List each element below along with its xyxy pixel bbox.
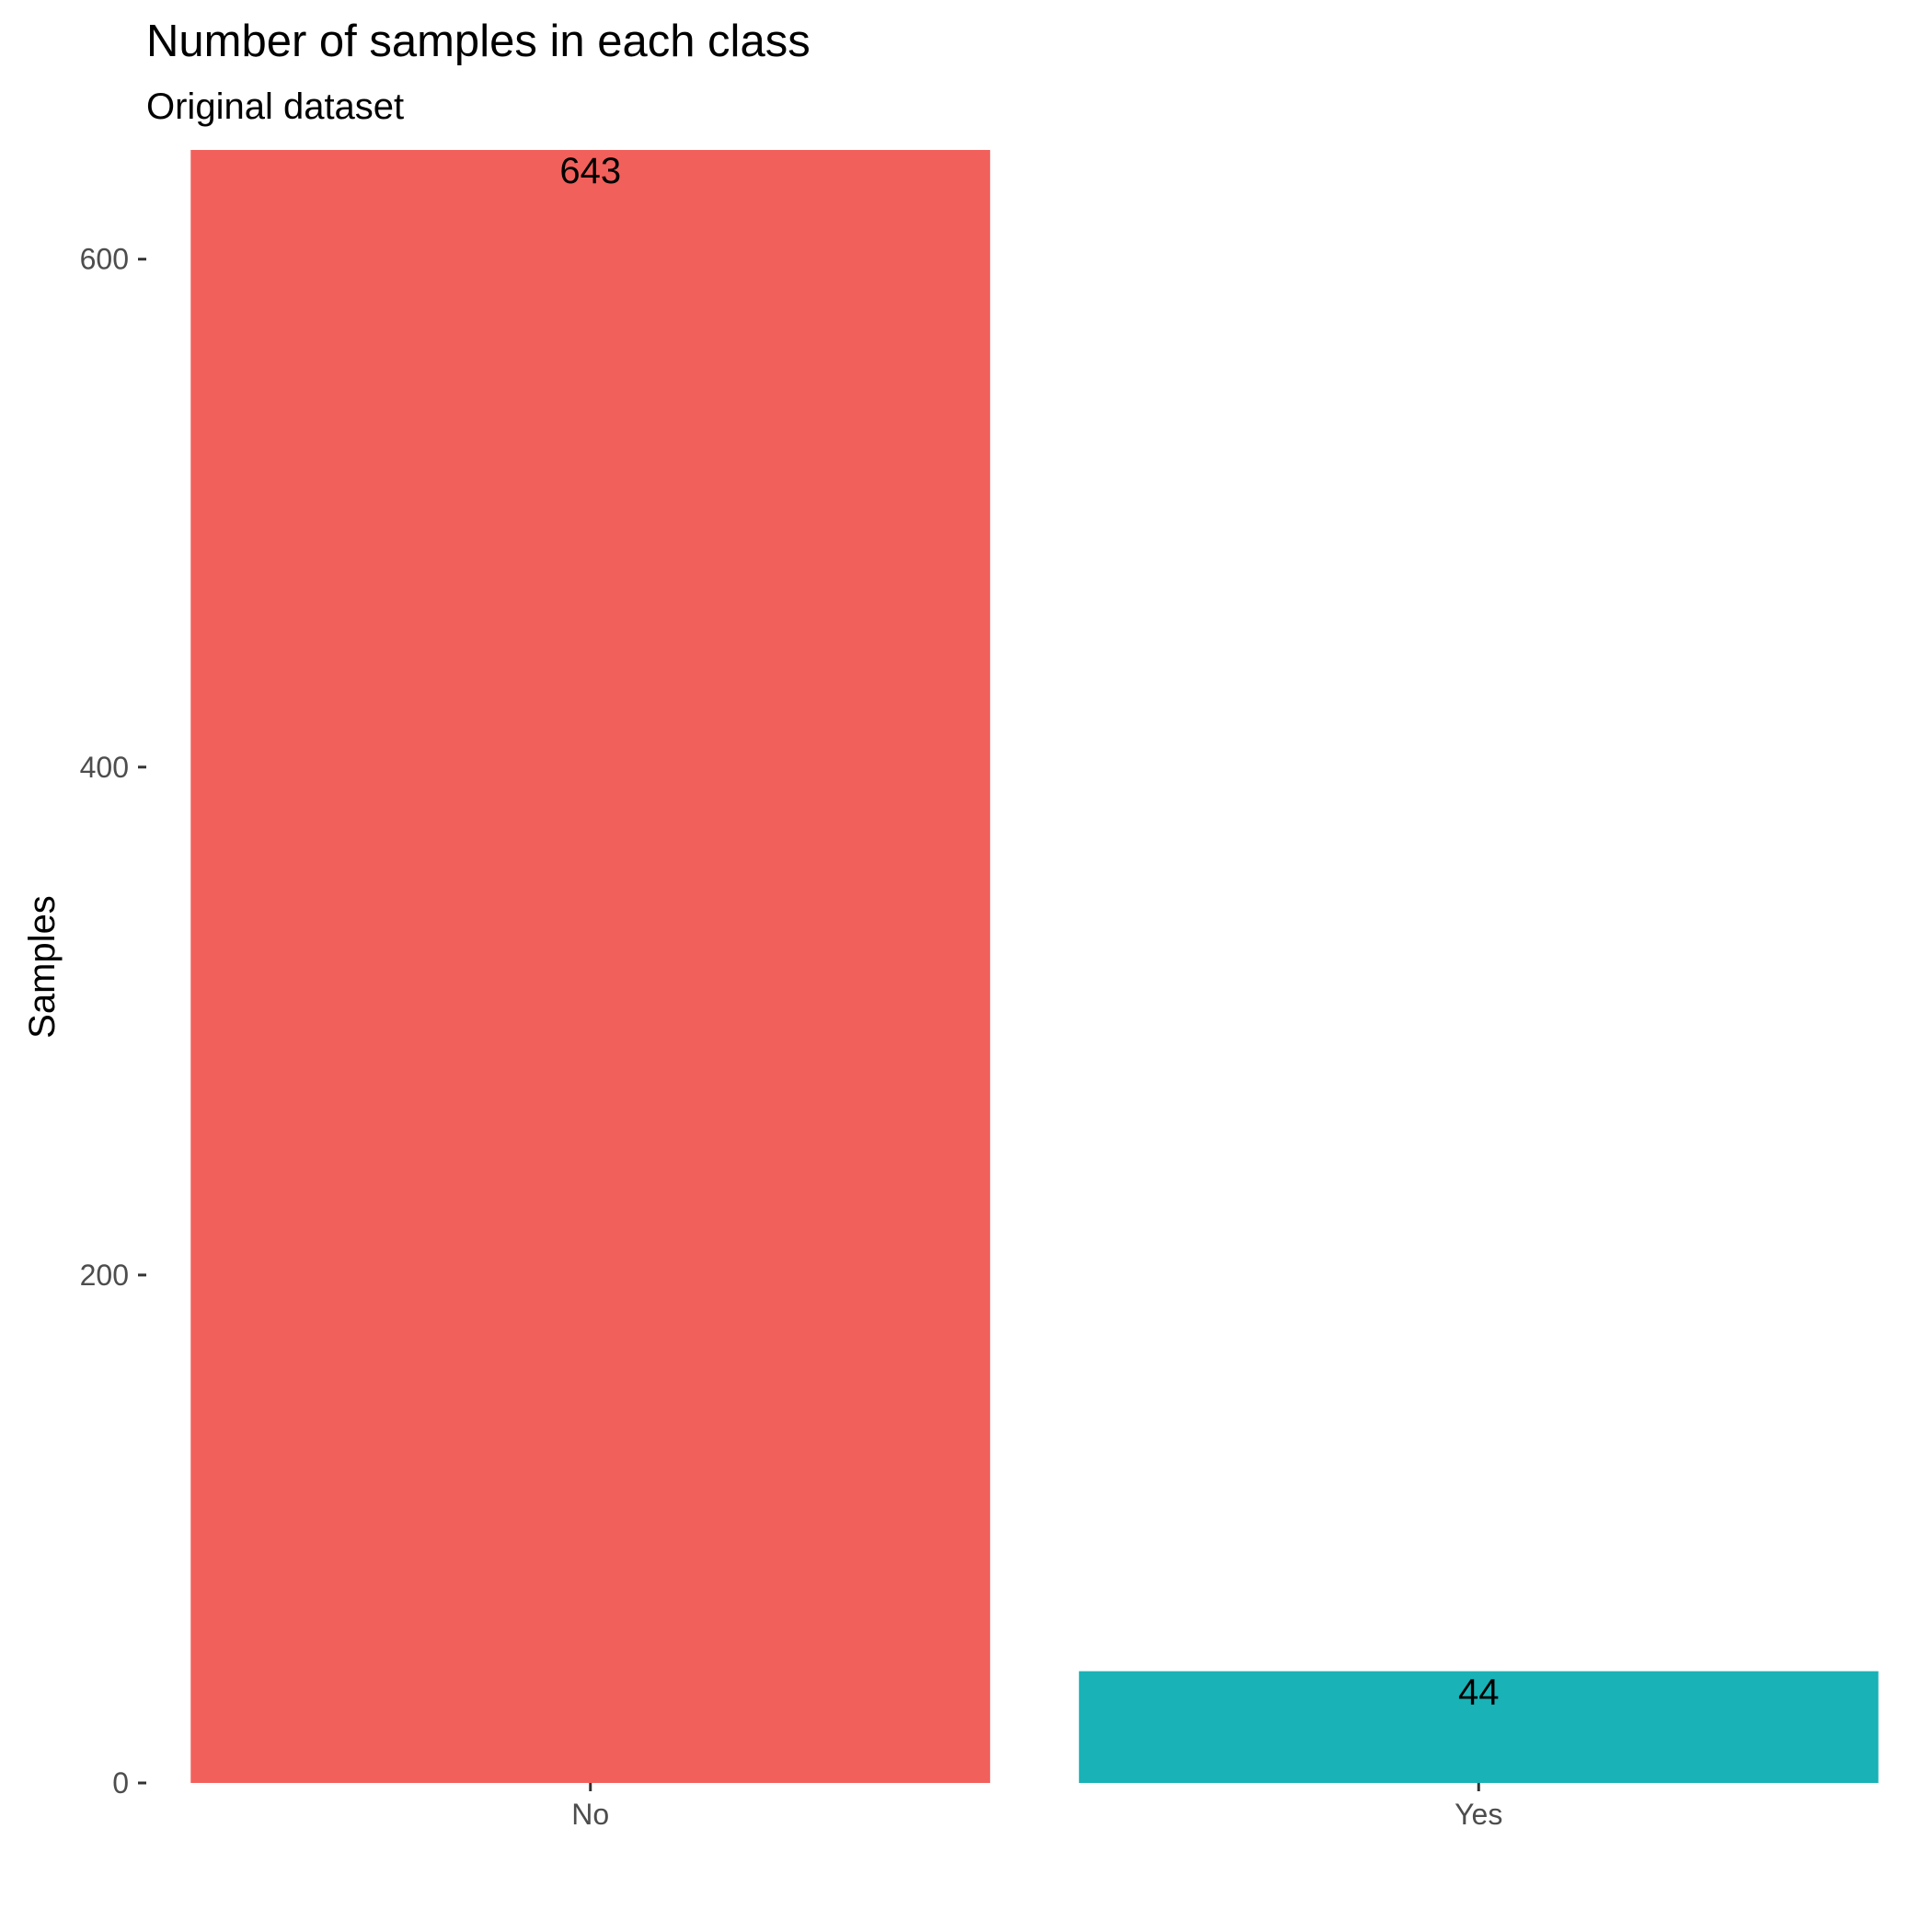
x-tick-label-yes: Yes — [1455, 1798, 1502, 1831]
x-axis: No Yes — [571, 1783, 1502, 1831]
y-tick-label-400: 400 — [80, 751, 129, 784]
y-tick-label-200: 200 — [80, 1259, 129, 1292]
x-tick-label-no: No — [571, 1798, 609, 1831]
bar-no — [190, 150, 991, 1783]
data-label-no: 643 — [559, 151, 621, 191]
bars-layer — [190, 150, 1879, 1783]
chart-subtitle: Original dataset — [146, 86, 404, 127]
y-tick-label-600: 600 — [80, 243, 129, 276]
y-axis-title: Samples — [22, 895, 63, 1039]
y-tick-label-0: 0 — [112, 1766, 129, 1800]
data-labels: 643 44 — [559, 151, 1499, 1713]
chart-title: Number of samples in each class — [146, 17, 811, 66]
data-label-yes: 44 — [1458, 1673, 1500, 1713]
y-axis: 0 200 400 600 — [80, 243, 146, 1800]
bar-yes — [1078, 1671, 1879, 1783]
